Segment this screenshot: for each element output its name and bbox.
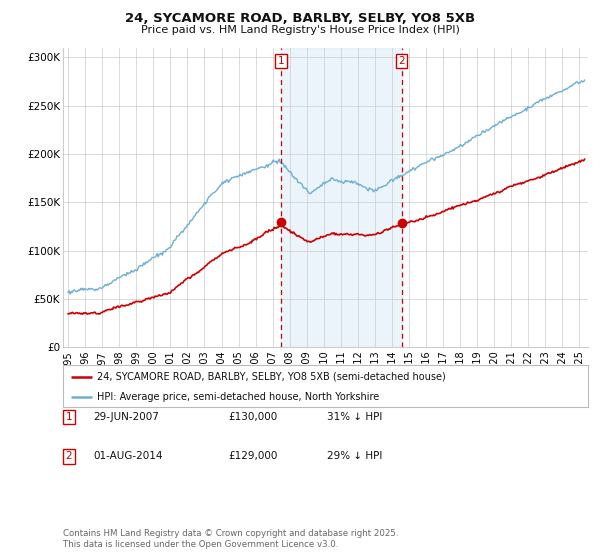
Text: HPI: Average price, semi-detached house, North Yorkshire: HPI: Average price, semi-detached house,… (97, 391, 379, 402)
Text: 2: 2 (398, 56, 405, 66)
Text: Contains HM Land Registry data © Crown copyright and database right 2025.
This d: Contains HM Land Registry data © Crown c… (63, 529, 398, 549)
Text: £129,000: £129,000 (228, 451, 277, 461)
Text: Price paid vs. HM Land Registry's House Price Index (HPI): Price paid vs. HM Land Registry's House … (140, 25, 460, 35)
Text: 31% ↓ HPI: 31% ↓ HPI (327, 412, 382, 422)
Text: 29-JUN-2007: 29-JUN-2007 (93, 412, 159, 422)
Text: 29% ↓ HPI: 29% ↓ HPI (327, 451, 382, 461)
Text: 24, SYCAMORE ROAD, BARLBY, SELBY, YO8 5XB (semi-detached house): 24, SYCAMORE ROAD, BARLBY, SELBY, YO8 5X… (97, 372, 446, 382)
Text: 01-AUG-2014: 01-AUG-2014 (93, 451, 163, 461)
Text: 2: 2 (65, 451, 73, 461)
Text: 1: 1 (278, 56, 284, 66)
Bar (281, 48, 402, 347)
Text: 1: 1 (65, 412, 73, 422)
Text: £130,000: £130,000 (228, 412, 277, 422)
Text: 24, SYCAMORE ROAD, BARLBY, SELBY, YO8 5XB: 24, SYCAMORE ROAD, BARLBY, SELBY, YO8 5X… (125, 12, 475, 25)
